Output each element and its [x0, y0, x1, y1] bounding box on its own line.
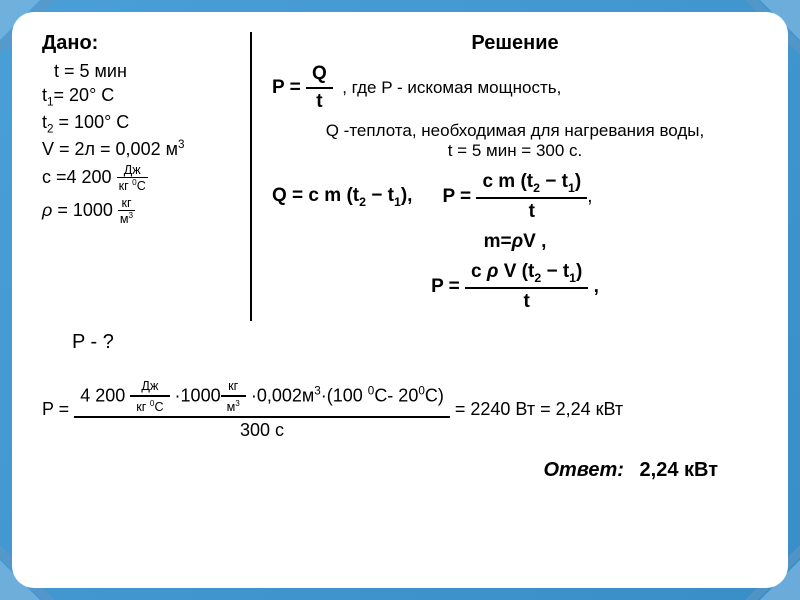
given-V: V = 2л = 0,002 м3 — [42, 138, 240, 160]
given-t: t = 5 мин — [54, 61, 240, 82]
given-c: c =4 200 Джкг 0C — [42, 163, 240, 193]
calculation: P = 4 200 Джкг 0C ·1000кгм3 ·0,002м3·(10… — [42, 379, 758, 441]
q-note-2: t = 5 мин = 300 с. — [272, 141, 758, 161]
solution-title: Решение — [272, 32, 758, 55]
answer-line: Ответ: 2,24 кВт — [42, 459, 758, 482]
solution-column: Решение P = Qt , где P - искомая мощност… — [252, 32, 758, 321]
slide-content: Дано: t = 5 мин t1= 20° C t2 = 100° C V … — [12, 12, 788, 588]
m-formula: m= ρ V , — [272, 231, 758, 253]
p-final: P = c ρ V (t2 − t1)t , — [272, 261, 758, 313]
answer-value: 2,24 кВт — [640, 459, 718, 481]
given-rho: ρ = 1000 кгм3 — [42, 196, 240, 226]
given-t1: t1= 20° C — [42, 85, 240, 109]
p-definition: P = Qt , где P - искомая мощность, — [272, 63, 758, 113]
q-note-1: Q -теплота, необходимая для нагревания в… — [272, 121, 758, 141]
answer-label: Ответ: — [543, 459, 624, 481]
given-t2: t2 = 100° C — [42, 112, 240, 136]
given-column: Дано: t = 5 мин t1= 20° C t2 = 100° C V … — [42, 32, 252, 321]
given-title: Дано: — [42, 32, 240, 55]
q-and-p-cm: Q = c m (t2 − t1), P = c m (t2 − t1)t , — [272, 171, 758, 223]
find-line: P - ? — [72, 331, 758, 354]
